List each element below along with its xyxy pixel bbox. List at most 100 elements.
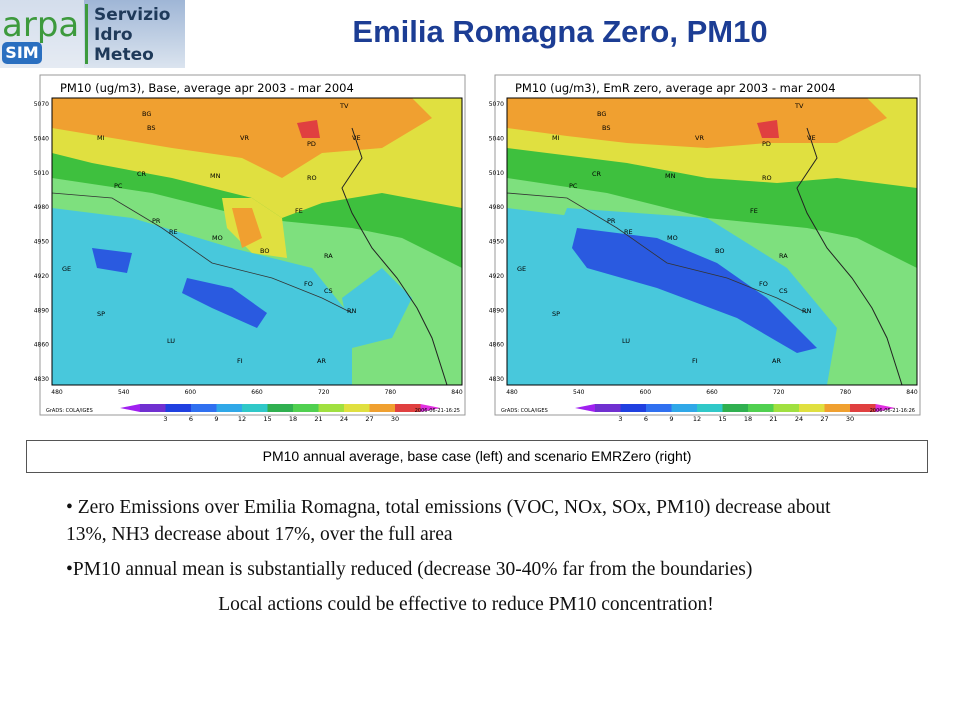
colorbar-label: 24 <box>340 415 348 423</box>
colorbar-label: 30 <box>846 415 854 423</box>
colorbar-segment <box>595 404 621 412</box>
contour-area <box>232 208 262 248</box>
city-label: FE <box>295 207 303 215</box>
map-title: PM10 (ug/m3), Base, average apr 2003 - m… <box>60 81 354 95</box>
city-label: BS <box>147 124 155 132</box>
city-label: FE <box>750 207 758 215</box>
city-label: SP <box>97 310 105 318</box>
map-panel: PM10 (ug/m3), EmR zero, average apr 2003… <box>489 74 921 423</box>
city-label: RA <box>779 252 788 260</box>
colorbar: 3 6 9 12 15 18 21 24 27 30 GrADS: COLA/IGES 2006-06… <box>46 404 460 423</box>
city-label: GE <box>62 265 71 273</box>
city-label: CS <box>324 287 333 295</box>
colorbar-segment <box>799 404 825 412</box>
city-label: RA <box>324 252 333 260</box>
contour-area <box>507 98 887 148</box>
city-label: RE <box>624 228 633 236</box>
colorbar-segment <box>165 404 191 412</box>
y-tick-label: 4920 <box>489 273 504 280</box>
city-label: BO <box>715 247 724 255</box>
x-tick-label: 600 <box>185 389 197 396</box>
plot-border <box>51 97 463 386</box>
colorbar-arrow <box>575 404 595 412</box>
colorbar-segment <box>267 404 293 412</box>
city-label: BO <box>260 247 269 255</box>
city-label: VR <box>240 134 249 142</box>
city-label: MI <box>552 134 560 142</box>
credit: GrADS: COLA/IGES <box>46 408 93 414</box>
logo-text: arpa <box>2 5 79 45</box>
colorbar-segment <box>671 404 697 412</box>
timestamp: 2006-06-21-16:25 <box>415 408 460 414</box>
x-tick-label: 720 <box>318 389 330 396</box>
x-tick-label: 780 <box>385 389 397 396</box>
city-label: FO <box>304 280 313 288</box>
colorbar-segment <box>850 404 876 412</box>
city-label: MI <box>97 134 105 142</box>
y-tick-label: 4920 <box>34 273 49 280</box>
city-label: CR <box>592 170 602 178</box>
colorbar-label: 3 <box>618 415 622 423</box>
city-label: CS <box>779 287 788 295</box>
conclusion: Local actions could be effective to redu… <box>218 594 714 615</box>
service-line: Servizio <box>94 5 170 25</box>
x-tick-label: 840 <box>451 389 463 396</box>
colorbar-segment <box>318 404 344 412</box>
credit: GrADS: COLA/IGES <box>501 408 548 414</box>
city-label: BS <box>602 124 610 132</box>
colorbar-segment <box>748 404 774 412</box>
city-label: SP <box>552 310 560 318</box>
colorbar-segment <box>722 404 748 412</box>
city-label: RN <box>802 307 812 315</box>
map-panel: PM10 (ug/m3), Base, average apr 2003 - m… <box>34 74 466 423</box>
colorbar-arrow <box>875 404 896 412</box>
y-tick-label: 4950 <box>489 239 504 246</box>
contour-area <box>572 228 817 353</box>
y-tick-label: 5040 <box>34 135 49 142</box>
colorbar-segment <box>140 404 166 412</box>
colorbar-label: 27 <box>820 415 828 423</box>
y-tick-label: 4860 <box>34 342 49 349</box>
coastline <box>796 127 903 386</box>
x-tick-label: 720 <box>773 389 785 396</box>
colorbar-label: 15 <box>263 415 271 423</box>
colorbar-label: 18 <box>744 415 752 423</box>
logo-badge: SIM <box>5 43 38 62</box>
coastline <box>341 127 448 386</box>
city-label: GE <box>517 265 526 273</box>
y-tick-label: 4890 <box>34 307 49 314</box>
y-tick-label: 4980 <box>489 204 504 211</box>
colorbar-segment <box>395 404 421 412</box>
colorbar-segment <box>369 404 395 412</box>
city-label: PR <box>152 217 161 225</box>
colorbar-segment <box>646 404 672 412</box>
city-label: PD <box>762 140 771 148</box>
slide-title: Emilia Romagna Zero, PM10 <box>352 14 768 49</box>
city-label: VE <box>807 134 816 142</box>
colorbar-label: 9 <box>214 415 218 423</box>
border <box>506 192 808 314</box>
border <box>51 192 353 314</box>
x-tick-label: 540 <box>573 389 585 396</box>
city-label: RN <box>347 307 357 315</box>
city-label: LU <box>622 337 630 345</box>
colorbar-segment <box>191 404 217 412</box>
colorbar-label: 3 <box>163 415 167 423</box>
logo-badge-bg <box>2 42 42 64</box>
x-tick-label: 600 <box>640 389 652 396</box>
city-label: MN <box>210 172 221 180</box>
city-label: FI <box>237 357 243 365</box>
x-tick-label: 480 <box>51 389 63 396</box>
contour-area <box>92 248 132 273</box>
service-line: Idro <box>94 25 133 45</box>
x-tick-label: 540 <box>118 389 130 396</box>
city-label: PC <box>114 182 123 190</box>
map-plot: BG MI BS VR TV PD VE MN CR PC RO FE PR RE MO BO RA FO CS RN… <box>489 97 918 396</box>
colorbar-label: 6 <box>644 415 648 423</box>
contour-area <box>757 120 779 138</box>
city-label: RE <box>169 228 178 236</box>
x-tick-label: 660 <box>251 389 263 396</box>
